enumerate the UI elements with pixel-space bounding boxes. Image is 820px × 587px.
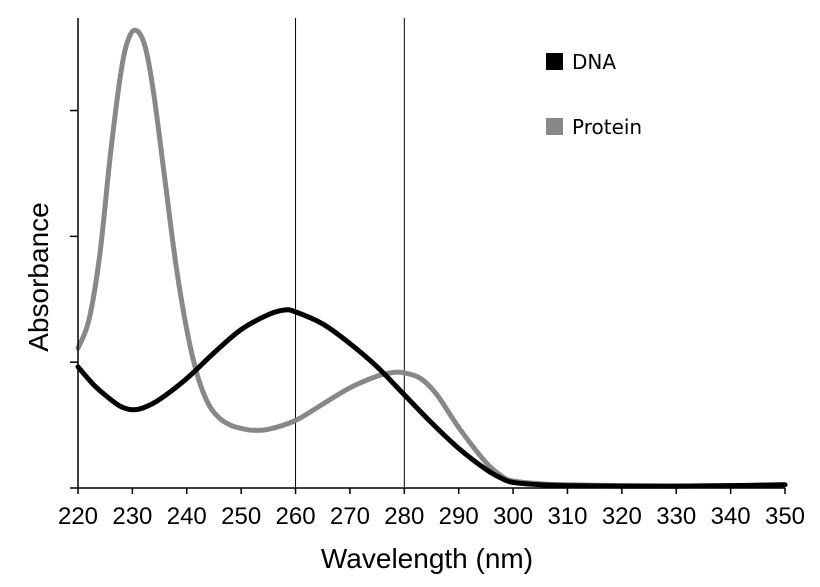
- x-tick-label: 260: [276, 503, 316, 530]
- legend: DNA Protein: [546, 50, 642, 139]
- legend-label-dna: DNA: [572, 50, 616, 74]
- x-tick-label: 340: [711, 503, 751, 530]
- x-tick-label: 330: [656, 503, 696, 530]
- x-tick-label: 300: [493, 503, 533, 530]
- series-line-dna: [75, 307, 788, 489]
- x-tick-label: 270: [330, 503, 370, 530]
- series-layer: [75, 27, 788, 489]
- x-tick-label: 310: [547, 503, 587, 530]
- x-axis-title: Wavelength (nm): [321, 543, 533, 574]
- axes: [77, 18, 785, 489]
- x-tick-label: 240: [167, 503, 207, 530]
- x-tick-label: 230: [112, 503, 152, 530]
- x-axis-ticks: 220 230 240 250 260 270 280 290 300 310 320 330 340 3…: [58, 488, 805, 530]
- x-tick-label: 280: [384, 503, 424, 530]
- legend-label-protein: Protein: [572, 115, 642, 139]
- legend-swatch-protein: [546, 118, 563, 135]
- reference-lines: [295, 18, 405, 488]
- x-tick-label: 290: [439, 503, 479, 530]
- y-axis-ticks: [70, 109, 78, 489]
- x-tick-label: 320: [602, 503, 642, 530]
- legend-swatch-dna: [546, 53, 563, 70]
- x-tick-label: 220: [58, 503, 98, 530]
- y-axis-title: Absorbance: [23, 202, 54, 351]
- x-tick-label: 350: [765, 503, 805, 530]
- x-tick-label: 250: [221, 503, 261, 530]
